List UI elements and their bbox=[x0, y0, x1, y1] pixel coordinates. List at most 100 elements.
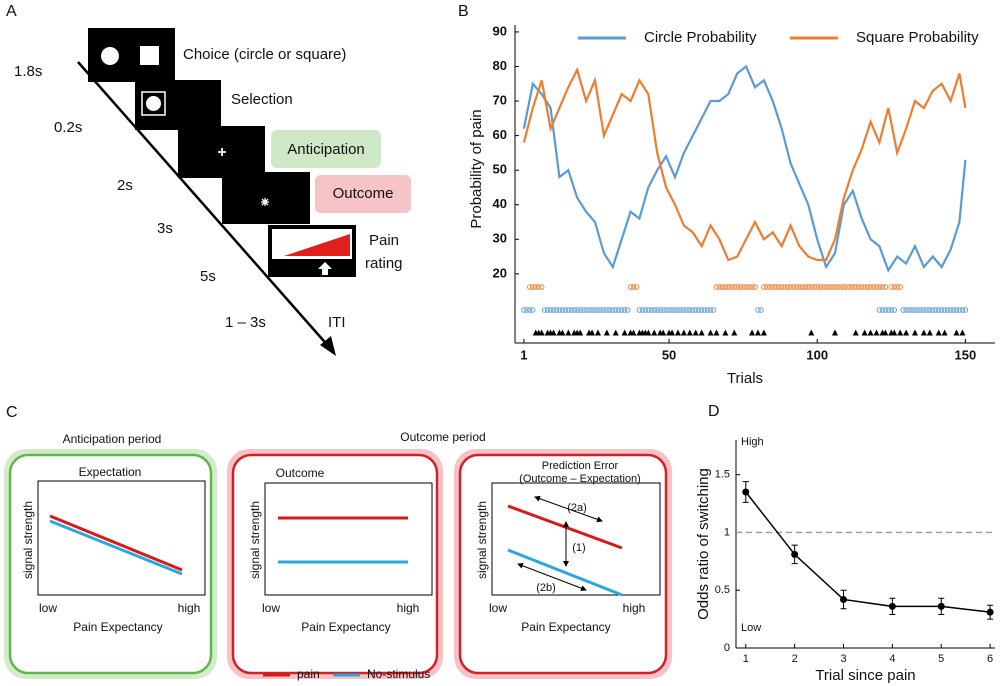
choice-marker bbox=[799, 284, 806, 290]
series-line bbox=[522, 64, 967, 273]
choice-marker bbox=[941, 307, 948, 313]
pain-marker bbox=[891, 329, 898, 336]
y-label: Probability of pain bbox=[468, 109, 485, 228]
choice-marker bbox=[953, 307, 960, 313]
choice-marker bbox=[749, 284, 755, 290]
choice-marker bbox=[615, 307, 622, 313]
pain-marker bbox=[630, 329, 637, 336]
choice-marker bbox=[962, 307, 969, 313]
pain-marker bbox=[612, 329, 619, 336]
asterisk bbox=[261, 198, 269, 206]
choice-marker bbox=[562, 307, 569, 313]
choice-marker bbox=[820, 284, 826, 290]
choice-marker bbox=[882, 284, 889, 290]
pain-marker bbox=[686, 329, 693, 336]
heading: Outcome period bbox=[400, 430, 485, 444]
annotation: Low bbox=[741, 622, 761, 634]
arrow bbox=[534, 495, 603, 523]
panel-letter: A bbox=[6, 3, 17, 20]
choice-marker bbox=[556, 307, 563, 313]
x-high: high bbox=[623, 601, 646, 615]
panel-c: Anticipation period Outcome period (2a) … bbox=[4, 430, 672, 679]
choice-marker bbox=[864, 284, 871, 290]
panel-letter: B bbox=[458, 3, 469, 20]
choice-marker bbox=[722, 284, 729, 290]
choice-marker bbox=[547, 307, 554, 313]
choice-marker bbox=[906, 307, 912, 313]
choice-marker bbox=[761, 284, 767, 290]
choice-marker bbox=[764, 284, 770, 290]
annotation: High bbox=[741, 436, 764, 448]
pain-marker bbox=[692, 329, 699, 336]
choice-marker bbox=[577, 307, 583, 313]
pain-marker bbox=[565, 329, 572, 336]
no-stimulus-line bbox=[49, 519, 183, 576]
x-tick-label: 150 bbox=[955, 347, 977, 362]
step-label: Selection bbox=[231, 91, 293, 108]
step-label: Outcome bbox=[333, 185, 394, 202]
choice-marker bbox=[817, 284, 823, 290]
x-tick-label: 3 bbox=[840, 653, 846, 665]
pain-marker bbox=[559, 329, 566, 336]
y-tick-label: 60 bbox=[493, 127, 507, 142]
choice-marker bbox=[535, 284, 542, 290]
pain-marker bbox=[749, 329, 756, 336]
x-tick-label: 50 bbox=[662, 347, 676, 362]
choice-marker bbox=[743, 284, 749, 290]
y-tick-label: 50 bbox=[493, 162, 507, 177]
x-high: high bbox=[397, 601, 420, 615]
choice-marker bbox=[645, 307, 652, 313]
x-tick-label: 4 bbox=[889, 653, 895, 665]
x-low: low bbox=[39, 601, 57, 615]
choice-marker bbox=[932, 307, 939, 313]
arrow bbox=[517, 562, 587, 592]
point bbox=[888, 602, 896, 610]
choice-marker bbox=[589, 307, 595, 313]
choice-marker bbox=[903, 307, 909, 313]
choice-marker bbox=[841, 284, 847, 290]
choice-marker bbox=[891, 284, 898, 290]
choice-marker bbox=[521, 307, 527, 313]
choice-marker bbox=[900, 307, 906, 313]
y-tick-label: 0.5 bbox=[715, 584, 730, 596]
panel-a: Choice (circle or square) Selection Anti… bbox=[14, 28, 411, 356]
choice-marker bbox=[873, 284, 880, 290]
pain-marker bbox=[941, 329, 948, 336]
choice-marker bbox=[725, 284, 732, 290]
series-line bbox=[522, 66, 967, 262]
annotation: (2a) bbox=[567, 502, 587, 514]
choice-marker bbox=[612, 307, 619, 313]
pain-marker bbox=[959, 329, 966, 336]
choice-marker bbox=[778, 284, 785, 290]
choice-marker bbox=[601, 307, 607, 313]
pain-marker bbox=[669, 329, 676, 336]
choice-marker bbox=[855, 284, 862, 290]
rating-triangle bbox=[284, 234, 350, 256]
choice-marker bbox=[624, 307, 631, 313]
plot-title: Expectation bbox=[79, 465, 142, 479]
pain-line bbox=[49, 514, 183, 572]
point bbox=[742, 488, 750, 496]
pain-marker bbox=[577, 329, 584, 336]
plot-title: Prediction Error bbox=[542, 460, 619, 472]
pain-marker bbox=[722, 329, 729, 336]
choice-marker bbox=[580, 307, 586, 313]
choice-marker bbox=[672, 307, 678, 313]
y-tick-label: 1.5 bbox=[715, 469, 730, 481]
choice-marker bbox=[698, 307, 705, 313]
choice-marker bbox=[879, 284, 886, 290]
choice-marker bbox=[681, 307, 687, 313]
pain-marker bbox=[713, 329, 720, 336]
plot-subtitle: (Outcome – Expectation) bbox=[519, 473, 641, 485]
choice-marker bbox=[607, 307, 613, 313]
x-tick-label: 1 bbox=[743, 653, 749, 665]
choice-marker bbox=[787, 284, 794, 290]
y-label: Odds ratio of switching bbox=[695, 468, 712, 620]
choice-marker bbox=[838, 284, 844, 290]
choice-marker bbox=[844, 284, 850, 290]
anticipation-box bbox=[271, 130, 381, 168]
point bbox=[840, 595, 848, 603]
choice-marker bbox=[947, 307, 954, 313]
choice-marker bbox=[930, 307, 936, 313]
